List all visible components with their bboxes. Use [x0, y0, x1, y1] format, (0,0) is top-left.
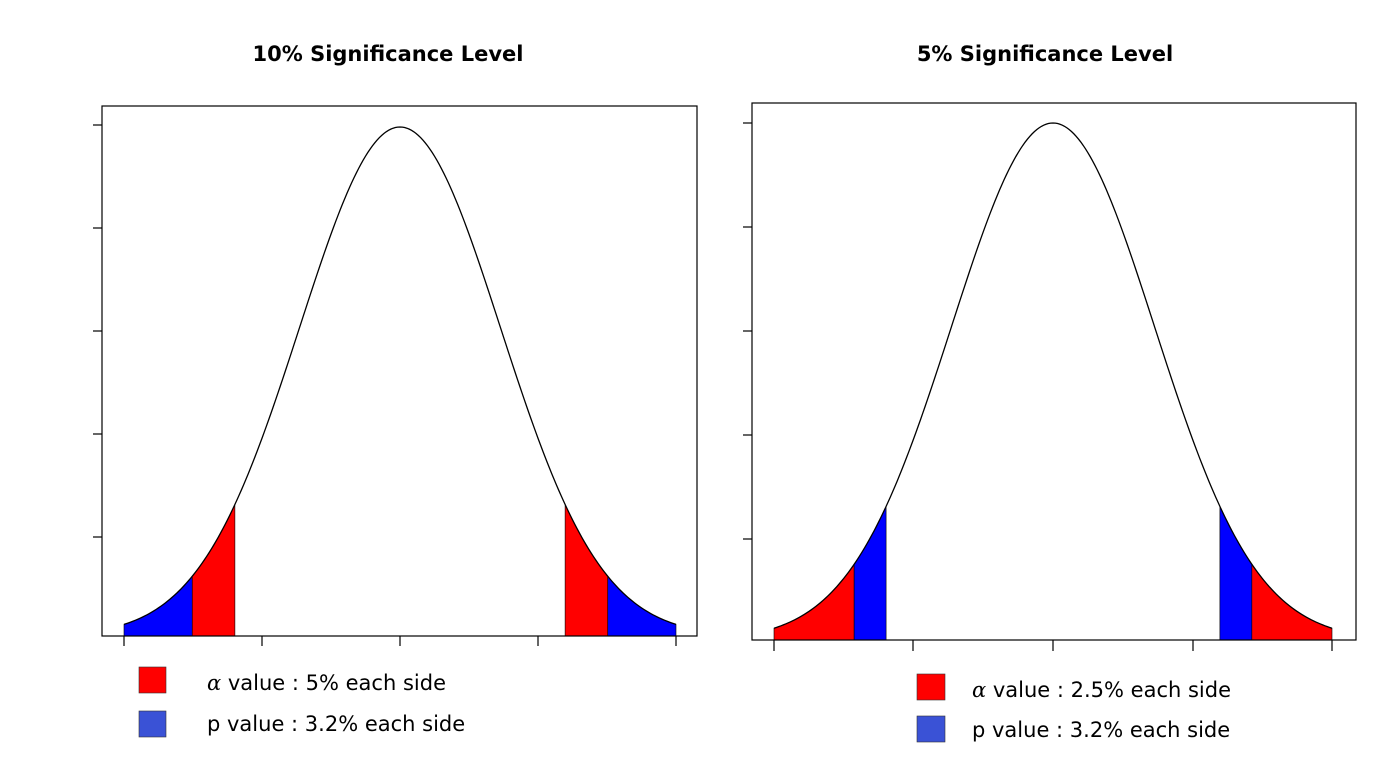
p-value-region	[1219, 506, 1253, 641]
legend-label: p value : 3.2% each side	[972, 718, 1230, 742]
x-axis-ticks	[773, 640, 1333, 651]
legend-swatch-blue	[916, 715, 946, 743]
plot-frame	[751, 102, 1357, 641]
legend: α value : 5% each side p value : 3.2% ea…	[138, 666, 465, 738]
legend-item-p: p value : 3.2% each side	[916, 715, 1230, 743]
legend-swatch-blue	[138, 710, 167, 738]
y-axis-ticks	[743, 122, 752, 540]
legend-label: α value : 5% each side	[207, 671, 446, 695]
alpha-region	[564, 504, 609, 637]
x-axis-ticks	[123, 636, 677, 646]
legend-swatch-red	[138, 666, 167, 694]
legend-item-alpha: α value : 5% each side	[138, 666, 446, 695]
legend-label-text: value : 5% each side	[221, 671, 446, 695]
normal-curve	[123, 126, 677, 626]
shaded-regions	[123, 504, 677, 637]
legend: α value : 2.5% each side p value : 3.2% …	[916, 673, 1231, 743]
alpha-region	[773, 563, 855, 641]
normal-curve	[773, 122, 1333, 629]
y-axis-ticks	[93, 124, 102, 538]
alpha-symbol: α	[207, 671, 221, 695]
shaded-regions	[773, 506, 1333, 641]
chart-panel-10pct: 10% Significance Level α value : 5% each…	[93, 42, 698, 738]
chart-title: 10% Significance Level	[253, 42, 524, 66]
legend-item-alpha: α value : 2.5% each side	[916, 673, 1231, 702]
chart-title: 5% Significance Level	[917, 42, 1173, 66]
chart-panel-5pct: 5% Significance Level α value : 2.5% eac…	[743, 42, 1357, 743]
p-value-region	[123, 575, 193, 637]
legend-label: p value : 3.2% each side	[207, 712, 465, 736]
alpha-region	[1251, 563, 1333, 641]
p-value-region	[607, 575, 677, 637]
legend-item-p: p value : 3.2% each side	[138, 710, 465, 738]
legend-label: α value : 2.5% each side	[972, 678, 1231, 702]
alpha-symbol: α	[972, 678, 986, 702]
p-value-region	[853, 506, 887, 641]
legend-swatch-red	[916, 673, 946, 701]
alpha-region	[191, 504, 236, 637]
plot-frame	[101, 105, 698, 637]
legend-label-text: value : 2.5% each side	[986, 678, 1231, 702]
